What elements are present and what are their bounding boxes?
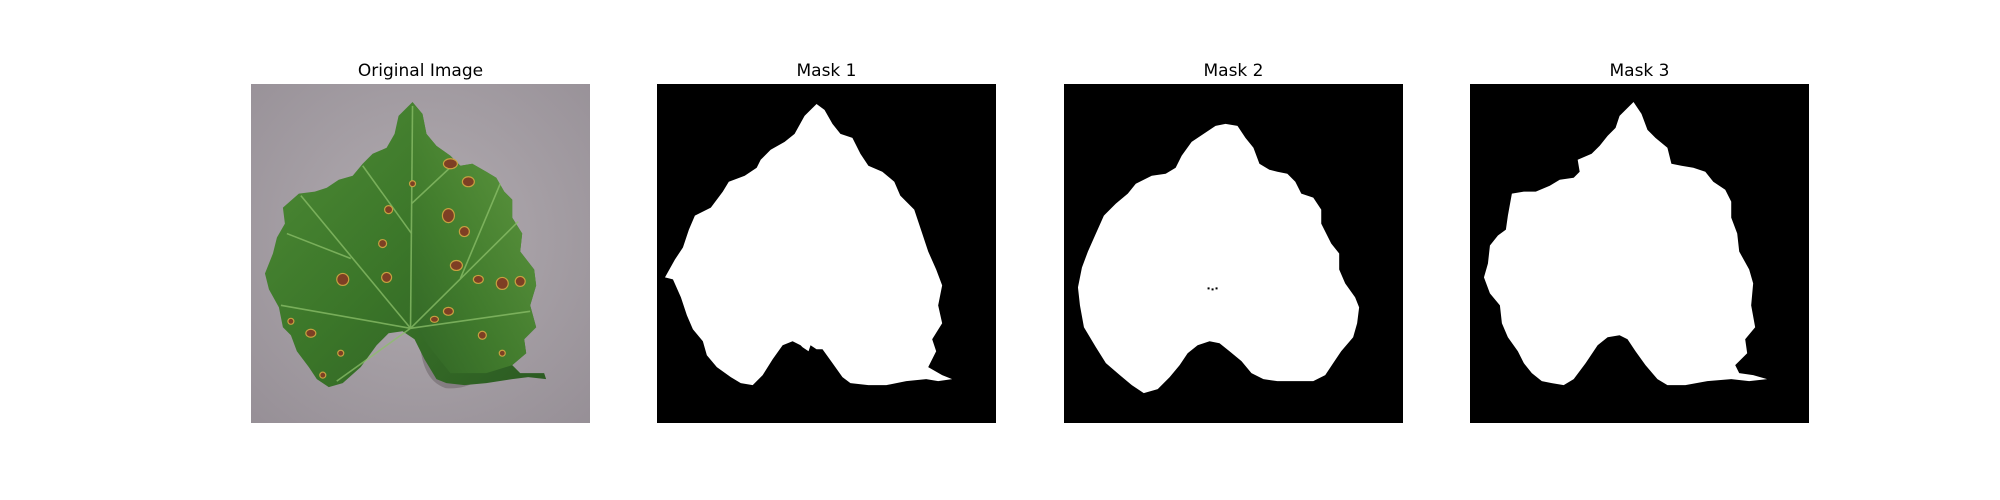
panel-mask-2: Mask 2 bbox=[1064, 58, 1403, 423]
mask-1-image bbox=[657, 84, 996, 423]
mask-3-image bbox=[1470, 84, 1809, 423]
panel-original-image: Original Image bbox=[251, 58, 590, 423]
mask-region bbox=[664, 103, 953, 386]
panel-title: Original Image bbox=[357, 61, 484, 81]
panel-title: Mask 3 bbox=[1609, 61, 1670, 81]
panel-title: Mask 2 bbox=[1203, 61, 1264, 81]
panel-title: Mask 1 bbox=[796, 61, 857, 81]
mask-region bbox=[1483, 101, 1768, 386]
panel-mask-1: Mask 1 bbox=[657, 58, 996, 423]
mask-region bbox=[1077, 123, 1360, 394]
leaf-photo bbox=[251, 84, 590, 423]
mask-2-image bbox=[1064, 84, 1403, 423]
panel-mask-3: Mask 3 bbox=[1470, 58, 1809, 423]
